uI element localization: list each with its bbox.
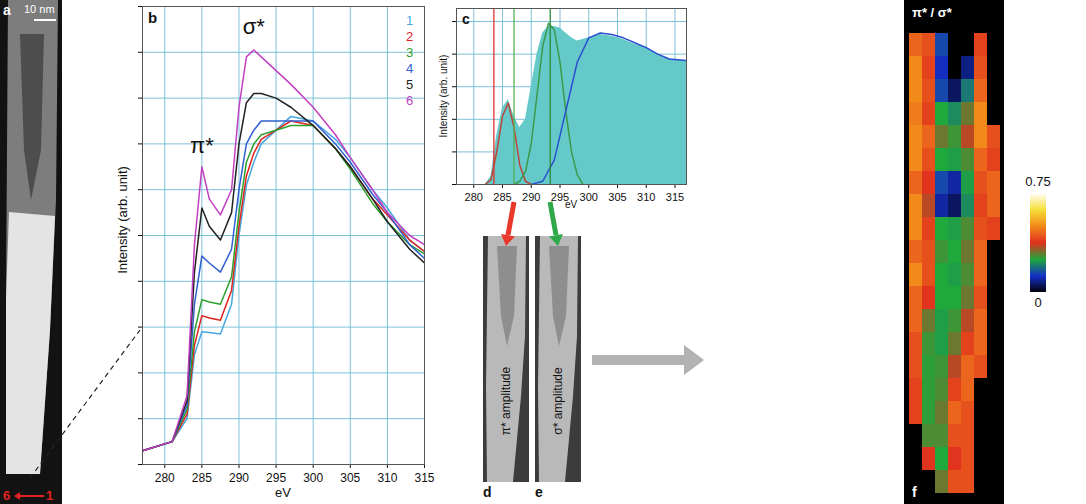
svg-text:315: 315 xyxy=(414,471,434,485)
html-text:3: 3 xyxy=(406,45,414,60)
html-text:Intensity (arb. unit): Intensity (arb. unit) xyxy=(114,166,130,274)
html-text:a: a xyxy=(3,2,11,18)
svg-text:315: 315 xyxy=(666,191,684,203)
svg-text:300: 300 xyxy=(303,471,323,485)
svg-text:310: 310 xyxy=(377,471,397,485)
svg-text:305: 305 xyxy=(340,471,360,485)
svg-text:300: 300 xyxy=(580,191,598,203)
html-text:5: 5 xyxy=(406,77,414,92)
svg-text:285: 285 xyxy=(493,191,511,203)
svg-text:280: 280 xyxy=(465,191,483,203)
html-text:π* amplitude: π* amplitude xyxy=(499,366,513,436)
svg-text:285: 285 xyxy=(192,471,212,485)
html-text:Intensity (arb. unit): Intensity (arb. unit) xyxy=(438,54,449,138)
html-text:f: f xyxy=(912,484,917,500)
html-text:2: 2 xyxy=(406,29,414,44)
html-text:π* / σ*: π* / σ* xyxy=(912,5,952,20)
html-text:c: c xyxy=(462,11,470,27)
svg-text:295: 295 xyxy=(550,191,570,204)
html-text:6: 6 xyxy=(3,488,11,503)
svg-text:290: 290 xyxy=(229,471,249,485)
html-text:b: b xyxy=(148,9,158,26)
html-text:0: 0 xyxy=(1034,295,1042,310)
svg-text:305: 305 xyxy=(608,191,626,203)
html-text:6: 6 xyxy=(406,93,414,108)
html-text:4: 4 xyxy=(406,61,414,76)
svg-text:π*: π* xyxy=(190,133,214,158)
svg-text:290: 290 xyxy=(522,191,540,203)
html-text:10 nm: 10 nm xyxy=(24,3,55,15)
svg-text:295: 295 xyxy=(266,471,286,485)
html-text:σ* amplitude: σ* amplitude xyxy=(551,367,565,435)
svg-text:310: 310 xyxy=(637,191,655,203)
svg-text:280: 280 xyxy=(155,471,175,485)
html-text:0.75: 0.75 xyxy=(1025,174,1051,189)
html-text:eV: eV xyxy=(275,485,291,500)
html-text:e: e xyxy=(535,484,543,500)
html-text:1: 1 xyxy=(406,13,414,28)
svg-text:σ*: σ* xyxy=(243,14,266,39)
html-text:d: d xyxy=(483,484,492,500)
html-text:1: 1 xyxy=(46,488,54,503)
html-text:eV: eV xyxy=(564,199,578,210)
